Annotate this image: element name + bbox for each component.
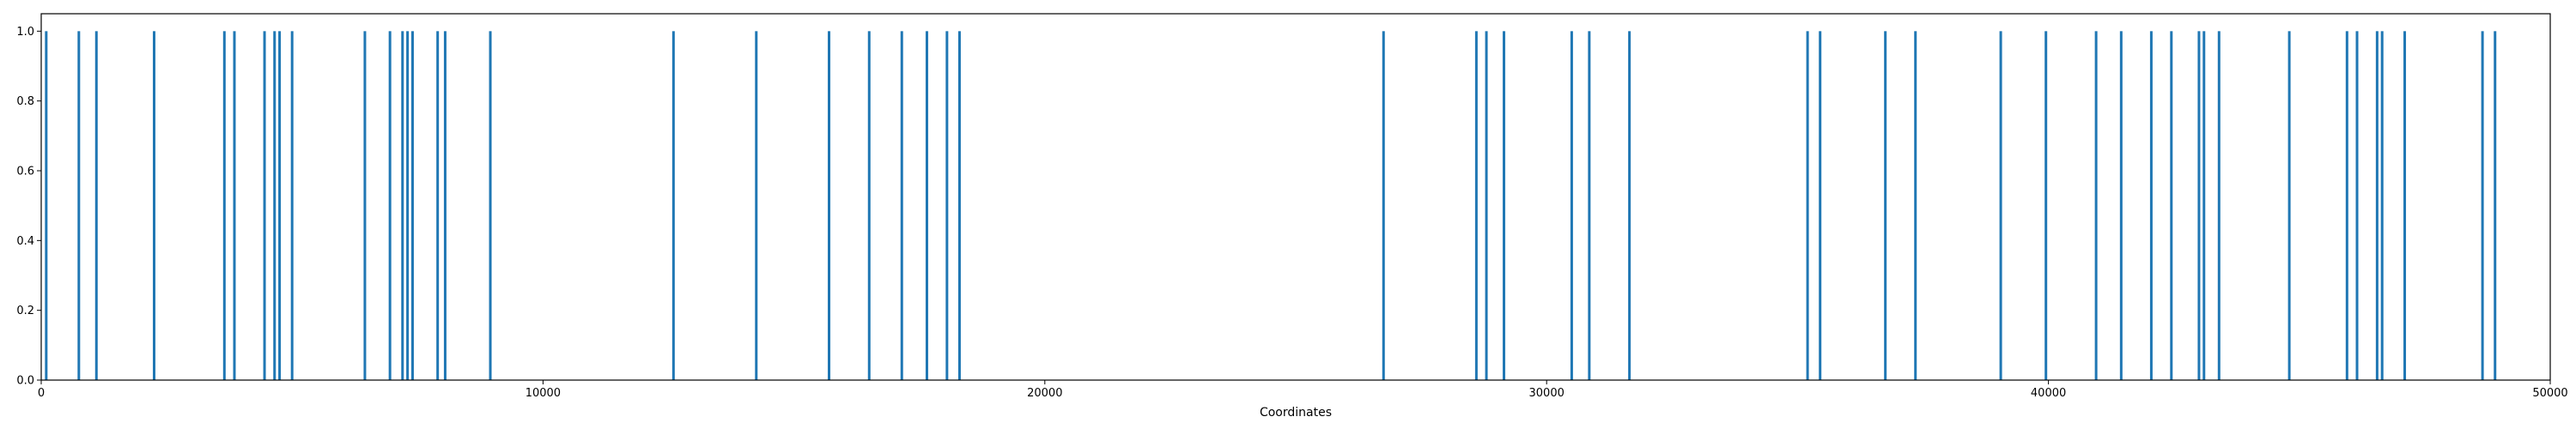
bar bbox=[828, 31, 831, 380]
bar bbox=[94, 31, 98, 380]
bar bbox=[2287, 31, 2291, 380]
bar bbox=[152, 31, 155, 380]
bar bbox=[1884, 31, 1887, 380]
bar bbox=[2494, 31, 2497, 380]
bar bbox=[233, 31, 236, 380]
x-tick-label: 10000 bbox=[526, 387, 561, 400]
y-tick-label: 0.0 bbox=[16, 375, 34, 388]
bar bbox=[1999, 31, 2002, 380]
bar bbox=[388, 31, 392, 380]
bar bbox=[2094, 31, 2098, 380]
bar bbox=[2217, 31, 2221, 380]
x-axis-ticks: 0 10000 20000 30000 40000 50000 bbox=[38, 380, 2568, 400]
bar bbox=[755, 31, 758, 380]
bars-group bbox=[45, 31, 2497, 380]
bar bbox=[443, 31, 447, 380]
bar bbox=[2202, 31, 2206, 380]
bar bbox=[363, 31, 367, 380]
bar bbox=[945, 31, 949, 380]
bar bbox=[1819, 31, 1822, 380]
bar bbox=[2403, 31, 2407, 380]
bar bbox=[900, 31, 903, 380]
bar bbox=[290, 31, 294, 380]
y-axis-ticks: 0.0 0.2 0.4 0.6 0.8 1.0 bbox=[16, 26, 41, 388]
bar bbox=[2380, 31, 2384, 380]
y-tick-label: 0.2 bbox=[16, 305, 34, 317]
bar bbox=[1570, 31, 1573, 380]
bar bbox=[1503, 31, 1506, 380]
bar bbox=[2345, 31, 2348, 380]
bar bbox=[1485, 31, 1488, 380]
bar bbox=[671, 31, 675, 380]
x-tick-label: 20000 bbox=[1027, 387, 1062, 400]
bar bbox=[77, 31, 81, 380]
bar bbox=[867, 31, 871, 380]
bar bbox=[406, 31, 410, 380]
bar bbox=[222, 31, 226, 380]
bar bbox=[1474, 31, 1478, 380]
x-tick-label: 50000 bbox=[2532, 387, 2567, 400]
bar bbox=[957, 31, 961, 380]
bar bbox=[1588, 31, 1591, 380]
bar bbox=[2149, 31, 2153, 380]
bar bbox=[278, 31, 282, 380]
bar bbox=[2044, 31, 2048, 380]
bar bbox=[2170, 31, 2173, 380]
bar bbox=[2355, 31, 2359, 380]
y-tick-label: 0.4 bbox=[16, 235, 34, 248]
bar bbox=[2119, 31, 2123, 380]
y-tick-label: 0.6 bbox=[16, 166, 34, 178]
y-tick-label: 1.0 bbox=[16, 26, 34, 39]
bar bbox=[436, 31, 440, 380]
bar bbox=[263, 31, 266, 380]
bar bbox=[2197, 31, 2201, 380]
bar bbox=[1628, 31, 1631, 380]
bar bbox=[1806, 31, 1809, 380]
bar bbox=[1382, 31, 1385, 380]
bar bbox=[45, 31, 48, 380]
bar bbox=[489, 31, 492, 380]
x-tick-label: 0 bbox=[38, 387, 45, 400]
bar bbox=[2375, 31, 2379, 380]
bar bbox=[273, 31, 276, 380]
bar bbox=[925, 31, 928, 380]
bar bbox=[2481, 31, 2484, 380]
x-axis-label: Coordinates bbox=[1260, 406, 1332, 420]
bar bbox=[1914, 31, 1917, 380]
bar bbox=[410, 31, 414, 380]
plot-frame bbox=[40, 13, 2551, 381]
x-tick-label: 40000 bbox=[2031, 387, 2066, 400]
y-tick-label: 0.8 bbox=[16, 95, 34, 108]
bar bbox=[401, 31, 404, 380]
x-tick-label: 30000 bbox=[1529, 387, 1564, 400]
